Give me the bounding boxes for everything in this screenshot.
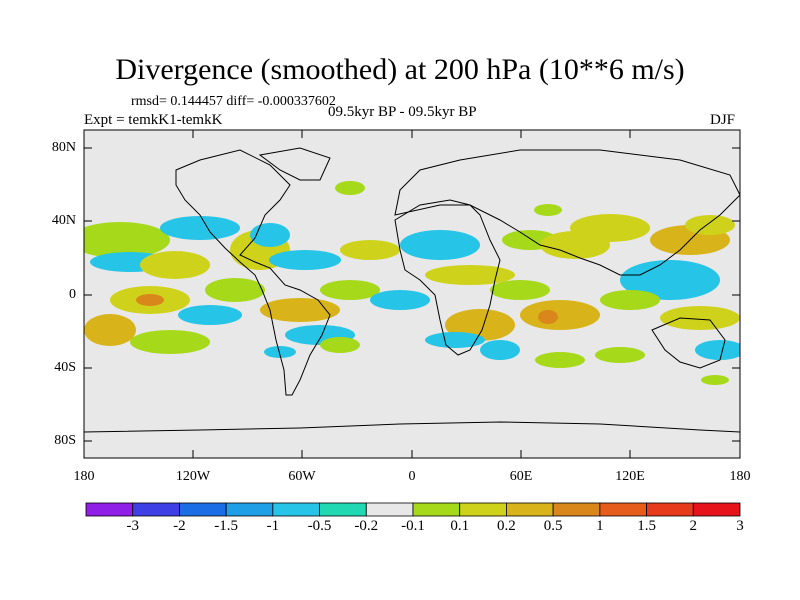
field-blob [84,314,136,346]
season-label: DJF [710,112,736,128]
eurasia-coastline [394,149,740,276]
colorbar-swatch [552,502,601,517]
field-blob [205,278,265,302]
experiment-label: Expt = temkK1-temkK [84,112,223,128]
colorbar-label: 0.1 [450,518,470,534]
colorbar-label: 2 [689,518,698,534]
y-tick-label: 80S [54,433,76,448]
x-tick-label: 180 [729,469,751,484]
colorbar-swatch [646,502,694,517]
colorbar-label: -3 [126,518,139,534]
colorbar-swatch [599,502,647,517]
y-tick-label: 40N [51,213,76,228]
colorbar [85,502,741,517]
field-blob [701,375,729,385]
colorbar-label: 0.2 [497,518,516,534]
field-blob [595,347,645,363]
field-blob [335,181,365,195]
colorbar-label: -0.5 [307,518,332,534]
colorbar-swatch [506,502,554,517]
y-tick-label: 0 [69,287,76,302]
colorbar-swatch [225,502,274,517]
colorbar-label: 1 [596,518,604,534]
field-blob [660,306,740,330]
y-tick-label: 80N [51,140,76,155]
field-blob [490,280,550,300]
x-tick-label: 120W [175,469,211,484]
colorbar-label: 3 [736,518,744,534]
colorbar-swatch [412,502,461,517]
stats-text: rmsd= 0.144457 diff= -0.000337602 [131,94,336,109]
axis-ticks [83,130,741,458]
field-blob [320,280,380,300]
field-blob [130,330,210,354]
americas-coastline [175,149,331,396]
coastlines [84,147,740,433]
field-blob [425,265,515,285]
field-blob [340,240,400,260]
field-blob [370,290,430,310]
field-blob [685,215,735,235]
colorbar-label: 0.5 [543,518,563,534]
field-blob [320,337,360,353]
colorbar-swatch [365,502,414,517]
field-blob [534,204,562,216]
field-blob [264,346,296,358]
field-blob [695,340,740,360]
field-blob [178,305,242,325]
field-blob [535,352,585,368]
x-tick-label: 180 [73,469,95,484]
field-blob [570,214,650,242]
field-blob [620,260,720,300]
x-tick-label: 60E [509,469,533,484]
colorbar-label: -1 [266,518,280,534]
field-blob [400,230,480,260]
colorbar-label: -2 [173,518,186,534]
colorbar-swatch [692,502,741,517]
colorbar-swatch [132,502,180,517]
field-blob [269,250,341,270]
field-blob [600,290,660,310]
colorbar-swatch [319,502,367,517]
field-blob [136,294,164,306]
field-blob [160,216,240,240]
colorbar-label: -0.2 [354,518,379,534]
colorbar-swatch [85,502,134,517]
field-blob [480,340,520,360]
field-blob [538,310,558,324]
period-label: 09.5kyr BP - 09.5kyr BP [328,104,477,120]
x-tick-label: 0 [408,469,416,484]
colorbar-label: 1.5 [637,518,656,534]
colorbar-swatch [459,502,507,517]
antarctica-coastline [84,421,740,433]
greenland-coastline [258,147,331,181]
field-blob [250,223,290,247]
field-blob [520,300,600,330]
y-tick-label: 40S [54,360,76,375]
field-blob [425,332,485,348]
field-blob [140,251,210,279]
colorbar-label: -1.5 [214,518,239,534]
colorbar-label: -0.1 [401,518,425,534]
australia-coastline [651,317,726,369]
x-tick-label: 120E [615,469,645,484]
field-blob [84,222,170,258]
x-tick-label: 60W [288,469,316,484]
plot-title: Divergence (smoothed) at 200 hPa (10**6 … [115,53,685,86]
divergence-field [84,181,740,385]
field-blob [260,298,340,322]
colorbar-swatch [272,502,320,517]
colorbar-swatch [179,502,227,517]
